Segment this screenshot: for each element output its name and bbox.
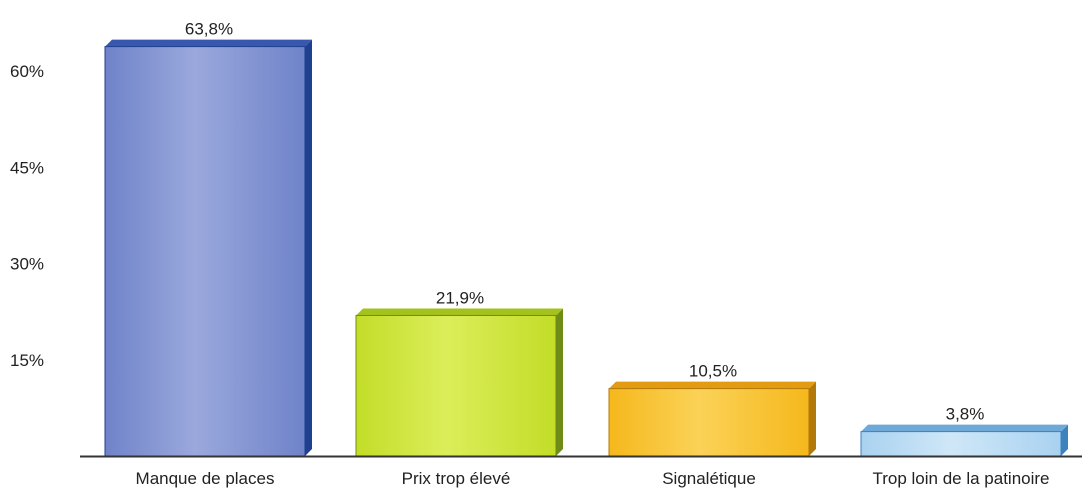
x-tick-label: Trop loin de la patinoire bbox=[872, 469, 1049, 488]
bars bbox=[104, 39, 1068, 457]
y-axis-ticks: 15% 30% 45% 60% bbox=[10, 62, 44, 370]
bar bbox=[355, 308, 563, 457]
x-tick-label: Signalétique bbox=[662, 469, 756, 488]
x-axis-ticks: Manque de places Prix trop élevé Signaléti… bbox=[136, 469, 1050, 488]
bar-front-face bbox=[104, 46, 306, 457]
y-tick-label: 15% bbox=[10, 351, 44, 370]
y-tick-label: 30% bbox=[10, 255, 44, 274]
bar-front-face bbox=[355, 314, 557, 457]
bar-top-face bbox=[861, 424, 1068, 432]
bar-top-face bbox=[105, 39, 312, 47]
bar-side-face bbox=[1061, 424, 1068, 456]
bar-side-face bbox=[556, 308, 563, 456]
x-tick-label: Prix trop élevé bbox=[402, 469, 511, 488]
bar-value-label: 63,8% bbox=[185, 20, 233, 39]
bar-top-face bbox=[609, 381, 816, 389]
value-labels: 63,8% 21,9% 10,5% 3,8% bbox=[185, 20, 984, 424]
bar-side-face bbox=[305, 39, 312, 456]
bar-value-label: 21,9% bbox=[436, 288, 484, 307]
y-tick-label: 60% bbox=[10, 62, 44, 81]
x-tick-label: Manque de places bbox=[136, 469, 275, 488]
bar-front-face bbox=[608, 388, 810, 457]
bar-value-label: 3,8% bbox=[946, 405, 985, 424]
y-tick-label: 45% bbox=[10, 158, 44, 177]
bar bbox=[104, 39, 312, 457]
bar-value-label: 10,5% bbox=[689, 362, 737, 381]
bar-front-face bbox=[860, 431, 1062, 457]
bar-top-face bbox=[356, 308, 563, 316]
bar bbox=[860, 424, 1068, 457]
bar-side-face bbox=[809, 381, 816, 456]
bar bbox=[608, 381, 816, 457]
